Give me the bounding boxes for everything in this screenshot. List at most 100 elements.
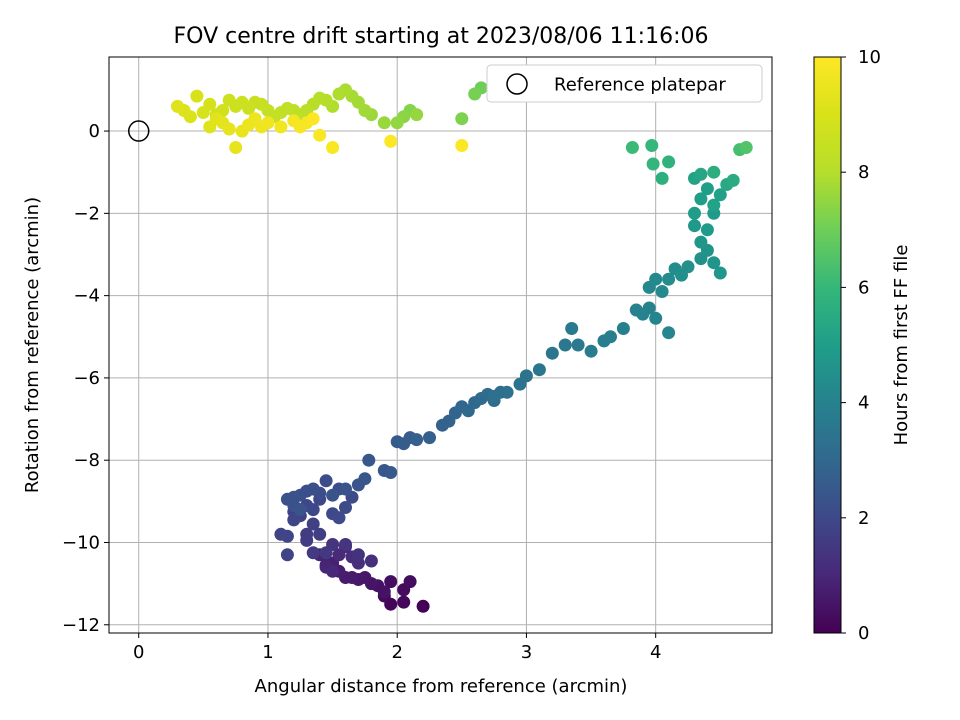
data-point [584, 344, 598, 358]
data-point [642, 301, 656, 315]
legend-entry-label: Reference platepar [554, 75, 726, 96]
data-point [410, 433, 424, 447]
y-tick-label: −2 [73, 203, 100, 224]
data-point [571, 338, 585, 352]
data-point [306, 517, 320, 531]
data-point [326, 564, 340, 578]
data-point [532, 363, 546, 377]
data-point [196, 106, 210, 119]
colorbar-tick-label: 4 [858, 393, 869, 414]
data-point [694, 167, 708, 181]
data-point [645, 139, 659, 152]
data-point [280, 548, 294, 562]
data-point [326, 141, 340, 154]
data-point [681, 260, 695, 274]
data-point [700, 223, 714, 237]
colorbar-tick-label: 0 [858, 623, 869, 644]
data-point [351, 548, 365, 562]
data-point [358, 472, 372, 486]
data-point [326, 488, 340, 502]
y-tick-label: −10 [62, 532, 100, 553]
x-axis-ticks: 0 1 2 3 4 [133, 633, 661, 663]
legend: Reference platepar [486, 64, 763, 103]
data-point [726, 173, 740, 187]
data-point [261, 116, 275, 130]
data-point [519, 369, 533, 383]
data-point [662, 155, 676, 169]
data-point [707, 165, 721, 179]
colorbar-tick-label: 2 [858, 508, 869, 529]
data-point [287, 513, 301, 527]
data-point [688, 219, 701, 233]
data-point [390, 116, 404, 130]
x-tick-label: 3 [521, 642, 532, 663]
data-point [487, 389, 501, 403]
data-point [313, 128, 327, 142]
data-point [694, 235, 708, 249]
data-point [222, 93, 236, 107]
x-tick-label: 1 [262, 642, 273, 663]
data-point [319, 474, 333, 488]
data-point [649, 272, 663, 286]
data-point [604, 330, 617, 344]
data-point [662, 272, 676, 286]
reference-platepar-marker [127, 120, 150, 142]
y-tick-label: −12 [62, 615, 100, 636]
data-point [713, 188, 727, 202]
colorbar-tick-label: 6 [858, 277, 869, 298]
plot-frame [108, 56, 773, 634]
data-point [646, 157, 660, 171]
data-point [300, 527, 314, 541]
colorbar-ticks: 0 2 4 6 8 10 [841, 47, 881, 644]
data-point [455, 139, 469, 152]
x-tick-label: 2 [391, 642, 402, 663]
data-point [713, 266, 727, 280]
colorbar-tick-label: 8 [858, 162, 869, 183]
x-tick-label: 4 [650, 642, 661, 663]
data-point [364, 554, 378, 568]
data-point [707, 198, 721, 212]
data-point [662, 326, 676, 340]
y-axis-label: Rotation from reference (arcmin) [22, 197, 43, 493]
legend-box [486, 64, 763, 103]
chart-title: FOV centre drift starting at 2023/08/06 … [174, 24, 709, 49]
data-point [416, 599, 430, 613]
data-point [545, 346, 559, 360]
data-point [332, 87, 346, 101]
data-point [423, 431, 436, 445]
colorbar-gradient [813, 56, 842, 634]
colorbar-label: Hours from first FF file [891, 245, 912, 446]
colorbar: 0 2 4 6 8 10 Hours from first FF file [813, 47, 912, 644]
y-tick-label: −6 [73, 368, 100, 389]
x-axis-label: Angular distance from reference (arcmin) [255, 676, 628, 697]
colorbar-tick-label: 10 [858, 47, 881, 68]
data-point [565, 322, 579, 335]
data-point [377, 116, 391, 130]
data-point [700, 182, 714, 196]
y-tick-label: −4 [73, 286, 100, 307]
data-point [362, 453, 376, 467]
data-point [655, 285, 669, 298]
data-point [688, 206, 701, 220]
data-point [229, 141, 243, 154]
data-point [500, 385, 514, 399]
y-tick-label: 0 [89, 121, 100, 142]
grid-lines [109, 57, 772, 633]
x-tick-label: 0 [133, 642, 144, 663]
data-point [616, 322, 630, 335]
data-point [694, 192, 708, 206]
data-point [339, 501, 352, 514]
data-point [468, 87, 482, 101]
scatter-points [171, 81, 753, 613]
data-point [403, 575, 417, 589]
data-point [707, 256, 721, 270]
data-point [739, 141, 753, 154]
data-point [274, 120, 288, 134]
y-tick-label: −8 [73, 450, 100, 471]
data-point [293, 503, 307, 517]
data-point [455, 112, 469, 126]
y-axis-ticks: 0 −2 −4 −6 −8 −10 −12 [62, 121, 109, 636]
data-point [410, 108, 424, 122]
data-point [558, 338, 572, 352]
